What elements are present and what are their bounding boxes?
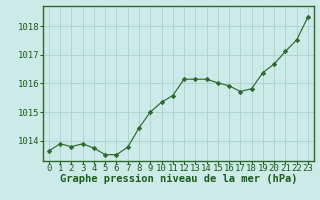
X-axis label: Graphe pression niveau de la mer (hPa): Graphe pression niveau de la mer (hPa): [60, 174, 297, 184]
